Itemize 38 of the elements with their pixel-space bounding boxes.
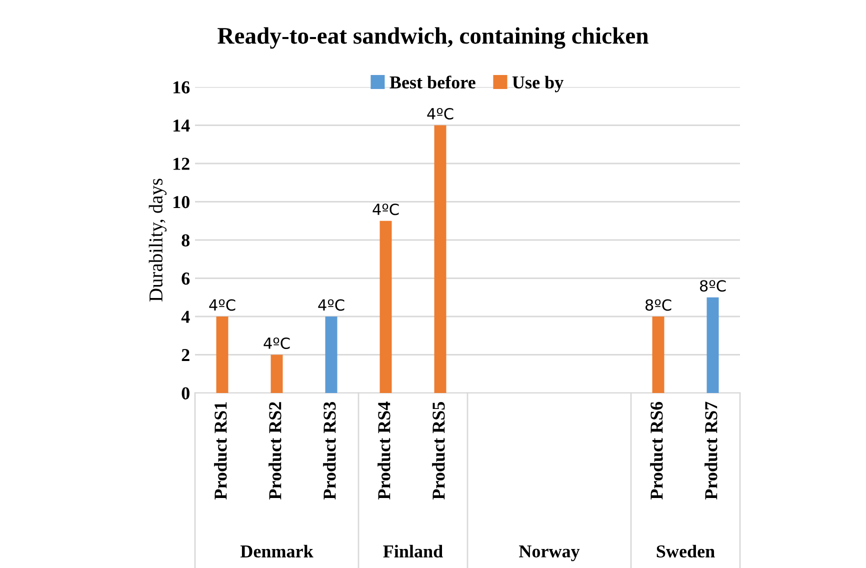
bar — [325, 316, 338, 393]
x-tick-label: Product RS2 — [268, 402, 282, 500]
y-axis-title: Durability, days — [148, 178, 167, 302]
text: Denmark — [240, 544, 314, 558]
annotation: 4ºC — [264, 337, 290, 350]
x-tick-label: Product RS6 — [650, 402, 663, 500]
bar — [216, 316, 228, 393]
annotation: 4ºC — [427, 108, 454, 120]
y-tick-label: 4 — [181, 310, 190, 323]
y-tick-label: 2 — [182, 349, 190, 362]
bar — [706, 297, 719, 393]
y-tick-label: 6 — [182, 272, 190, 285]
bar — [270, 354, 283, 393]
bar — [380, 220, 392, 393]
chart-title: Ready-to-eat sandwich, containing chicken — [218, 27, 648, 49]
text: Norway — [519, 545, 580, 562]
bar — [434, 125, 446, 393]
annotation: 8ºC — [645, 299, 672, 311]
y-tick-label: 10 — [174, 196, 190, 208]
y-tick-label: 14 — [174, 120, 190, 132]
legend-label: Best before — [390, 76, 476, 89]
y-tick-label: 8 — [182, 234, 190, 246]
annotation: 8ºC — [700, 280, 726, 292]
text: Finland — [383, 544, 443, 558]
x-tick-label: Product RS1 — [214, 402, 227, 500]
annotation: 4ºC — [318, 299, 344, 311]
x-tick-label: Product RS4 — [378, 402, 390, 500]
y-tick-label: 16 — [174, 81, 190, 94]
annotation: 4ºC — [209, 299, 236, 311]
annotation: 4ºC — [372, 204, 399, 216]
y-tick-label: 12 — [174, 158, 190, 170]
x-tick-label: Product RS3 — [323, 402, 336, 500]
x-tick-label: Product RS7 — [704, 402, 718, 500]
y-tick-label: 0 — [182, 387, 190, 400]
bar — [652, 316, 664, 393]
x-tick-label: Product RS5 — [432, 402, 445, 500]
legend-label: Use by — [512, 76, 564, 92]
text: Sweden — [656, 544, 715, 558]
